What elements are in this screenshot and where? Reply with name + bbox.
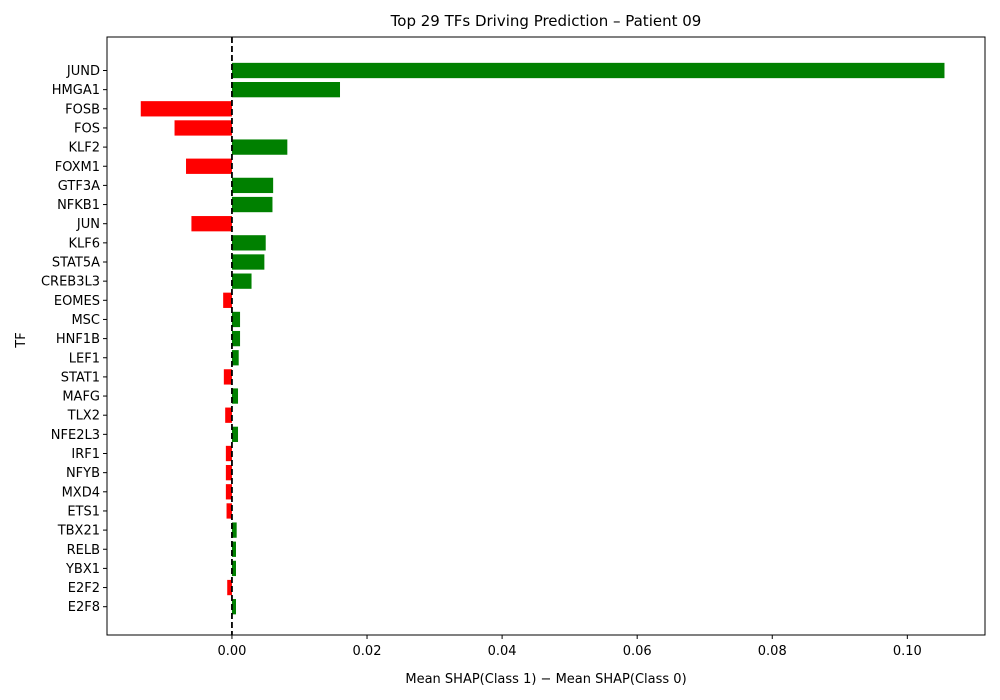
y-tick-label: NFKB1 (57, 198, 100, 213)
bar-msc (231, 311, 241, 328)
y-tick-label: ETS1 (67, 504, 100, 519)
bar-fosb (140, 101, 232, 117)
y-tick-label: FOS (74, 121, 100, 136)
bar-nfkb1 (231, 196, 273, 213)
y-tick-label: EOMES (54, 294, 100, 309)
plot-frame (106, 36, 986, 636)
y-tick-label: NFE2L3 (51, 428, 100, 443)
bar-irf1 (225, 445, 232, 462)
y-tick-label: HNF1B (56, 332, 100, 347)
bar-mafg (231, 388, 239, 404)
bar-jund (231, 62, 945, 79)
bar-eomes (223, 292, 232, 308)
y-tick-label: MAFG (62, 390, 100, 405)
y-tick-label: FOXM1 (55, 160, 100, 175)
bar-tlx2 (225, 407, 232, 423)
y-tick-label: GTF3A (58, 179, 100, 194)
y-tick-label: IRF1 (71, 447, 100, 462)
bar-ybx1 (231, 560, 236, 577)
x-tick-label: 0.00 (217, 644, 246, 659)
chart-title: Top 29 TFs Driving Prediction – Patient … (390, 12, 702, 30)
bar-lef1 (231, 350, 239, 366)
bar-relb (231, 541, 236, 557)
x-tick-label: 0.02 (353, 644, 382, 659)
bar-nfyb (225, 465, 232, 481)
bar-gtf3a (231, 177, 274, 194)
y-tick-label: LEF1 (69, 351, 100, 366)
y-tick-label: NFYB (66, 466, 100, 481)
bar-tbx21 (231, 522, 237, 538)
y-tick-label: MSC (71, 313, 100, 328)
y-tick-label: JUN (76, 217, 100, 232)
y-tick-label: STAT5A (52, 256, 100, 271)
bar-klf6 (231, 235, 266, 251)
y-ticks-layer: JUND HMGA1 FOSB FOS KLF2 FOXM1 GTF3A NFKB1 JUN KL… (41, 64, 107, 615)
y-tick-label: TLX2 (67, 409, 100, 424)
bar-stat5a (231, 254, 265, 270)
bar-jun (191, 216, 232, 232)
bar-klf2 (231, 139, 288, 155)
y-tick-label: STAT1 (61, 370, 100, 385)
y-tick-label: CREB3L3 (41, 275, 100, 290)
x-tick-label: 0.04 (488, 644, 517, 659)
y-tick-label: KLF6 (68, 236, 100, 251)
bar-e2f8 (231, 599, 236, 615)
x-ticks-layer: 0.00 0.02 0.04 0.06 0.08 0.10 (217, 635, 922, 659)
bar-nfe2l3 (231, 426, 239, 442)
y-tick-label: RELB (67, 543, 100, 558)
y-tick-label: FOSB (65, 102, 100, 117)
bars-layer (140, 62, 945, 615)
x-tick-label: 0.10 (893, 644, 922, 659)
y-tick-label: HMGA1 (52, 83, 100, 98)
bar-ets1 (226, 503, 232, 519)
bar-stat1 (223, 369, 232, 385)
y-tick-label: E2F2 (68, 581, 100, 596)
y-tick-label: JUND (66, 64, 100, 79)
bar-fos (174, 120, 232, 136)
y-axis-label: TF (14, 332, 29, 348)
x-tick-label: 0.06 (623, 644, 652, 659)
y-tick-label: KLF2 (68, 141, 100, 156)
bar-mxd4 (225, 484, 232, 500)
y-tick-label: MXD4 (62, 485, 100, 500)
x-tick-label: 0.08 (758, 644, 787, 659)
x-axis-label: Mean SHAP(Class 1) − Mean SHAP(Class 0) (405, 672, 686, 687)
bar-e2f2 (227, 579, 232, 596)
bar-hmga1 (231, 82, 341, 98)
y-tick-label: TBX21 (57, 524, 100, 539)
y-tick-label: E2F8 (68, 600, 100, 615)
bar-creb3l3 (231, 273, 252, 289)
bar-foxm1 (186, 158, 232, 174)
bar-hnf1b (231, 330, 241, 347)
y-tick-label: YBX1 (65, 562, 100, 577)
